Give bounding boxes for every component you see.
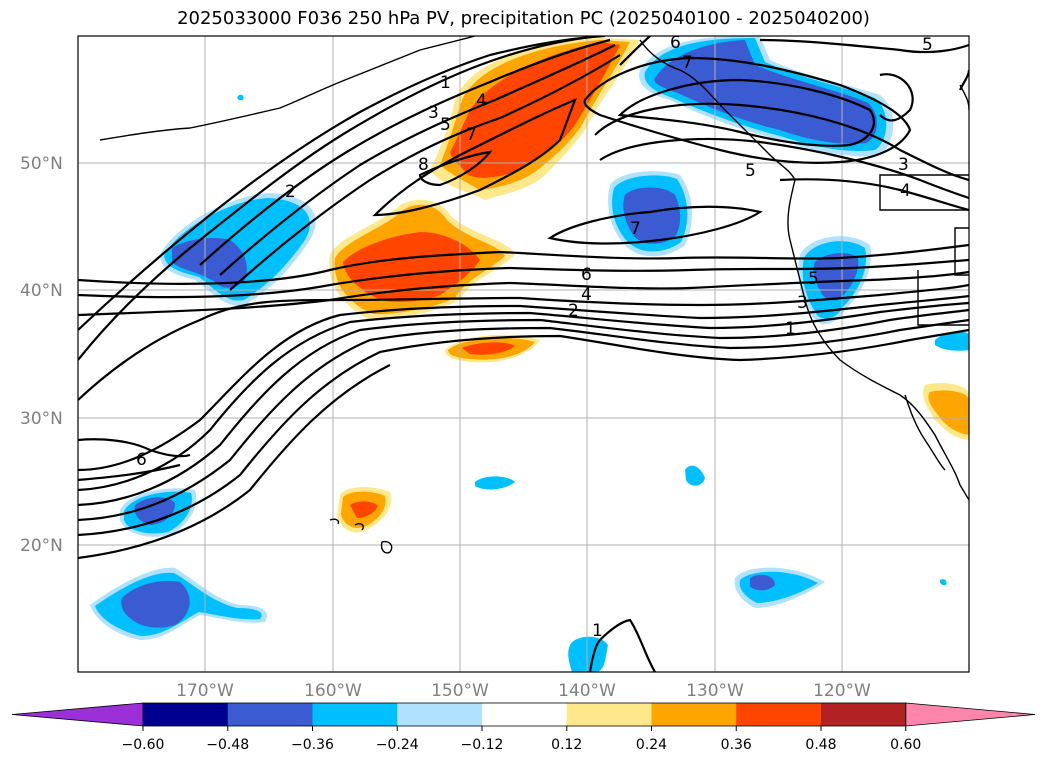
colorbar-tick-label: −0.60 <box>122 737 165 753</box>
lat-label-50: 50°N <box>20 154 63 174</box>
contour-label: 1 <box>785 319 796 339</box>
colorbar-tick-label: −0.24 <box>376 737 419 753</box>
lat-label-40: 40°N <box>20 281 63 301</box>
contour-label: 7 <box>466 125 477 145</box>
colorbar-extend-high <box>905 702 1036 727</box>
lon-label-140w: 140°W <box>558 681 616 701</box>
lat-label-20: 20°N <box>20 536 63 556</box>
colorbar-tick-label: −0.48 <box>206 737 249 753</box>
contour-labels: 1 2 3 4 5 6 7 8 1 2 3 4 5 6 7 4 5 3 6 7 … <box>136 33 933 641</box>
colorbar-tick-label: 0.60 <box>890 737 921 753</box>
contour-label: 5 <box>440 115 451 135</box>
colorbar-segment <box>227 703 313 726</box>
contour-label: 5 <box>922 35 933 55</box>
lon-label-170w: 170°W <box>176 681 234 701</box>
colorbar-segment <box>566 703 652 726</box>
colorbar-segment <box>143 703 229 726</box>
coastlines <box>99 36 969 554</box>
contour-label: 5 <box>745 161 756 181</box>
longitude-labels: 170°W 160°W 150°W 140°W 130°W 120°W <box>176 681 871 701</box>
colorbar-tick-label: 0.36 <box>721 737 752 753</box>
contour-label: 5 <box>808 269 819 289</box>
lon-label-120w: 120°W <box>813 681 871 701</box>
contour-label: 2 <box>285 182 296 202</box>
colorbar-tick-label: 0.12 <box>551 737 582 753</box>
colorbar-extend-low <box>11 702 144 727</box>
precip-shading <box>90 36 969 672</box>
colorbar-border <box>142 702 907 727</box>
map-border <box>77 35 970 673</box>
colorbar-segment <box>312 703 398 726</box>
colorbar-segment <box>482 703 568 726</box>
contour-label: 4 <box>476 91 487 111</box>
contour-label: 3 <box>797 293 808 313</box>
colorbar-tick-label: 0.48 <box>805 737 836 753</box>
latitude-labels: 50°N 40°N 30°N 20°N <box>20 154 63 556</box>
colorbar-segment <box>397 703 483 726</box>
contour-label: 1 <box>592 621 603 641</box>
contour-label: 1 <box>440 73 451 93</box>
colorbar-tick-label: −0.12 <box>461 737 504 753</box>
lon-label-160w: 160°W <box>304 681 362 701</box>
contour-label: 8 <box>418 155 429 175</box>
contour-label: 6 <box>670 33 681 53</box>
contour-label: 4 <box>581 285 592 305</box>
contour-label: 4 <box>900 181 911 201</box>
contour-label: 6 <box>136 450 147 470</box>
map-title: 2025033000 F036 250 hPa PV, precipitatio… <box>177 8 870 29</box>
contour-label: 7 <box>630 219 641 239</box>
colorbar: −0.60 −0.48 −0.36 −0.24 −0.12 0.12 0.24 0.36 0.4… <box>11 702 1036 753</box>
colorbar-segment <box>736 703 822 726</box>
lon-label-150w: 150°W <box>431 681 489 701</box>
contour-label: 7 <box>682 53 693 73</box>
contour-label: 3 <box>428 103 439 123</box>
pv-contours <box>78 36 969 672</box>
colorbar-segment <box>821 703 907 726</box>
contour-label: 3 <box>898 155 909 175</box>
lat-label-30: 30°N <box>20 409 63 429</box>
contour-label: 6 <box>581 265 592 285</box>
colorbar-tick-label: −0.36 <box>291 737 334 753</box>
lon-label-130w: 130°W <box>686 681 744 701</box>
contour-label: 2 <box>568 301 579 321</box>
colorbar-segment <box>651 703 737 726</box>
colorbar-tick-label: 0.24 <box>636 737 667 753</box>
